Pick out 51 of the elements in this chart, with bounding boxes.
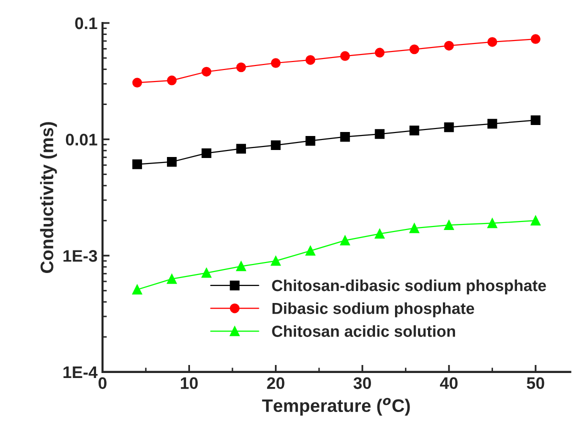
- point: [202, 268, 212, 278]
- x-tick-label: 10: [180, 377, 198, 390]
- point: [236, 62, 246, 72]
- point: [340, 51, 350, 61]
- point: [409, 126, 420, 136]
- point: [340, 236, 350, 246]
- x-tick-label: 40: [440, 377, 458, 390]
- point: [236, 144, 246, 154]
- point: [132, 78, 142, 88]
- y-tick-label: 0.01: [66, 134, 98, 146]
- point: [374, 48, 385, 58]
- point: [530, 34, 540, 44]
- x-tick-label: 50: [526, 377, 544, 390]
- y-tick-label: 0.1: [75, 17, 98, 30]
- point: [132, 159, 142, 170]
- point: [530, 216, 540, 226]
- point: [306, 55, 316, 65]
- point: [132, 284, 142, 294]
- point: [409, 44, 420, 54]
- point: [409, 223, 420, 234]
- legend-label: Chitosan acidic solution: [272, 325, 456, 337]
- legend-label: Chitosan-dibasic sodium phosphate: [272, 279, 546, 294]
- point: [166, 76, 177, 86]
- point: [444, 122, 454, 132]
- point: [374, 129, 385, 139]
- y-tick-label: 1E-3: [64, 250, 98, 262]
- point: [444, 40, 454, 51]
- point: [166, 274, 177, 284]
- point: [236, 261, 246, 272]
- x-axis-title: Temperature ($^{o}$C): [262, 398, 410, 416]
- y-tick-label: 1E-4: [64, 366, 98, 378]
- point: [306, 136, 316, 146]
- y-axis-title: Conductivity (ms): [40, 122, 57, 273]
- point: [202, 148, 212, 158]
- point: [374, 228, 385, 239]
- point: [306, 246, 316, 256]
- point: [202, 66, 212, 77]
- point: [166, 156, 177, 167]
- x-tick-label: 30: [353, 377, 371, 390]
- x-tick-label: 20: [267, 377, 284, 390]
- point: [487, 218, 498, 228]
- point: [530, 115, 540, 126]
- legend-label: Dibasic sodium phosphate: [272, 302, 474, 318]
- point: [270, 256, 281, 266]
- point: [487, 37, 498, 47]
- x-tick-label: 0: [98, 377, 106, 390]
- point: [270, 58, 281, 68]
- point: [444, 220, 454, 230]
- point: [487, 118, 498, 129]
- point: [270, 140, 281, 150]
- point: [340, 132, 350, 142]
